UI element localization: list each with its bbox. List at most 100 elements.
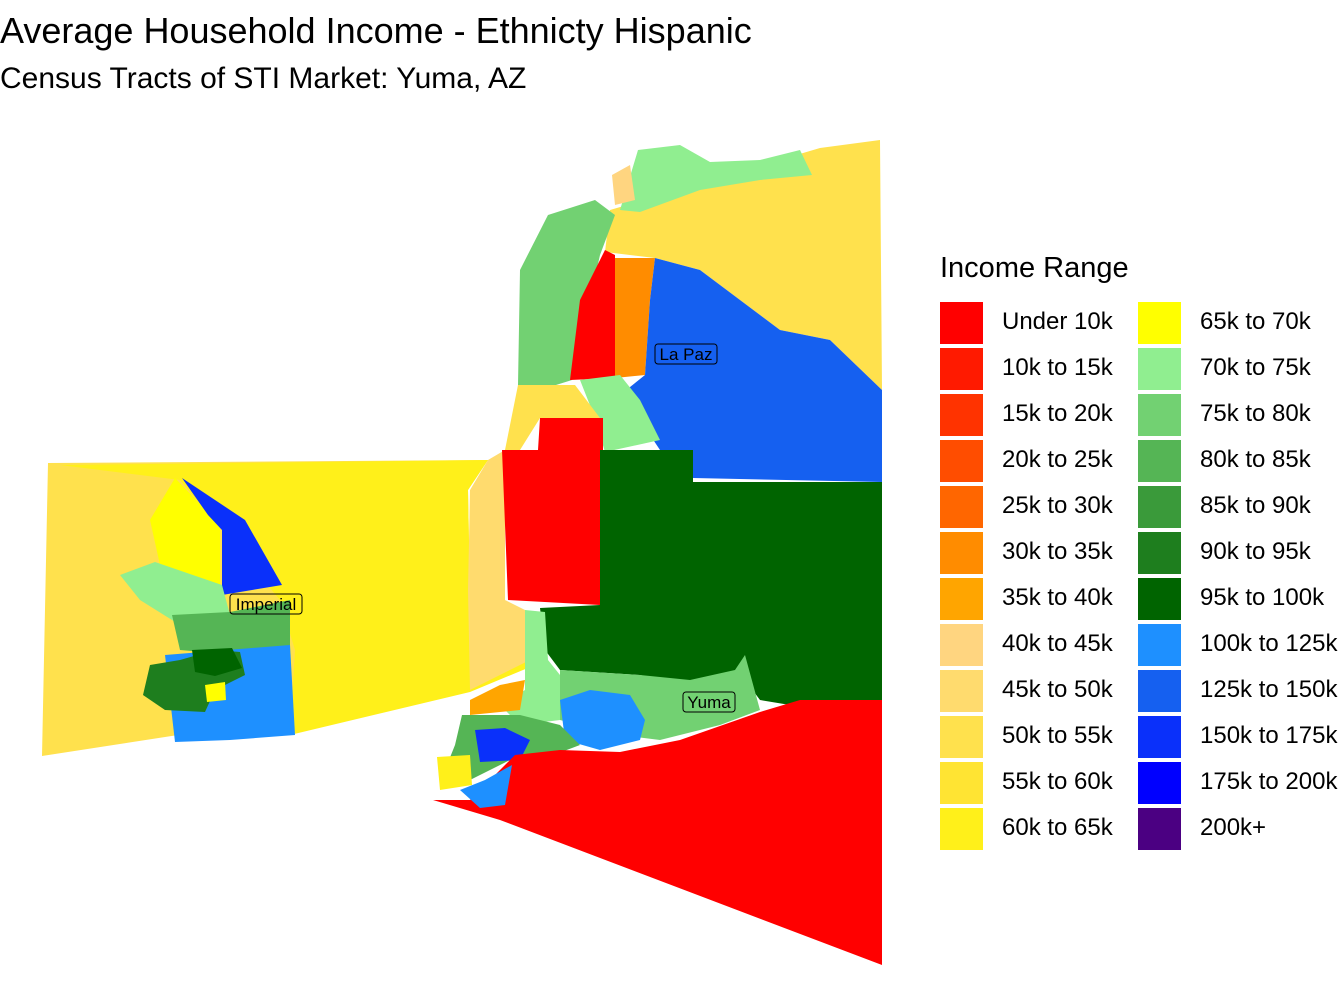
legend-item: 60k to 65k (940, 806, 1138, 852)
legend-item: 65k to 70k (1138, 300, 1336, 346)
legend-swatch (1138, 302, 1181, 344)
county-label-imperial: Imperial (229, 593, 303, 615)
legend-label: 70k to 75k (1200, 354, 1311, 381)
tract-yuma-red-block (502, 418, 603, 605)
legend-swatch (1138, 532, 1181, 574)
legend-swatch (1138, 578, 1181, 620)
map-subtitle: Census Tracts of STI Market: Yuma, AZ (0, 62, 527, 95)
legend-label: 80k to 85k (1200, 446, 1311, 473)
tract-lapaz-center-yellow (505, 385, 600, 450)
legend-item: Under 10k (940, 300, 1138, 346)
legend-item: 25k to 30k (940, 484, 1138, 530)
legend-swatch (940, 670, 983, 712)
legend-item: 35k to 40k (940, 576, 1138, 622)
legend-label: 35k to 40k (1002, 584, 1113, 611)
legend-swatch (1138, 440, 1181, 482)
county-label-la-paz: La Paz (654, 343, 718, 365)
legend-label: 95k to 100k (1200, 584, 1325, 611)
tract-lapaz-red-strip (570, 250, 615, 380)
legend-swatch (1138, 394, 1181, 436)
tract-lapaz-blue (620, 258, 882, 482)
tract-imperial-darkgreen-2 (192, 648, 242, 676)
legend-item: 15k to 20k (940, 392, 1138, 438)
legend-swatch (1138, 348, 1181, 390)
legend-swatch (1138, 670, 1181, 712)
legend: Under 10k 10k to 15k 15k to 20k 20k to 25k 2… (940, 300, 1344, 852)
legend-swatch (940, 716, 983, 758)
legend-swatch (940, 808, 983, 850)
legend-swatch (1138, 486, 1181, 528)
legend-label: 55k to 60k (1002, 768, 1113, 795)
legend-label: 125k to 150k (1200, 676, 1338, 703)
tract-yuma-west-edge (468, 450, 530, 690)
legend-label: 20k to 25k (1002, 446, 1113, 473)
legend-swatch (940, 762, 983, 804)
legend-swatch (1138, 624, 1181, 666)
legend-item: 75k to 80k (1138, 392, 1336, 438)
legend-item: 10k to 15k (940, 346, 1138, 392)
svg-text:La Paz: La Paz (660, 345, 713, 364)
legend-label: 10k to 15k (1002, 354, 1113, 381)
legend-item: 70k to 75k (1138, 346, 1336, 392)
legend-swatch (940, 578, 983, 620)
legend-label: 50k to 55k (1002, 722, 1113, 749)
tract-imperial-central (60, 460, 535, 735)
legend-swatch (1138, 762, 1181, 804)
legend-item: 20k to 25k (940, 438, 1138, 484)
legend-label: 100k to 125k (1200, 630, 1338, 657)
legend-label: 75k to 80k (1200, 400, 1311, 427)
legend-item: 100k to 125k (1138, 622, 1338, 668)
tract-yuma-orange (470, 680, 525, 715)
legend-label: 45k to 50k (1002, 676, 1113, 703)
tract-yuma-city-yellow (437, 755, 472, 790)
legend-label: 65k to 70k (1200, 308, 1311, 335)
legend-swatch (940, 486, 983, 528)
tract-imperial-north-yellow (150, 478, 220, 590)
legend-item: 175k to 200k (1138, 760, 1337, 806)
legend-item: 200k+ (1138, 806, 1336, 852)
legend-item: 45k to 50k (940, 668, 1138, 714)
imperial-county (42, 460, 535, 756)
legend-title: Income Range (940, 252, 1129, 284)
tract-lapaz-north-yellow (605, 140, 882, 390)
legend-item: 80k to 85k (1138, 438, 1336, 484)
legend-item: 40k to 45k (940, 622, 1138, 668)
tract-imperial-lightgreen (120, 562, 230, 625)
svg-text:Imperial: Imperial (236, 595, 296, 614)
legend-swatch (940, 302, 983, 344)
arizona-counties (433, 140, 882, 965)
legend-label: 60k to 65k (1002, 814, 1113, 841)
legend-item: 50k to 55k (940, 714, 1138, 760)
tract-lapaz-west-green (518, 200, 615, 390)
legend-label: 150k to 175k (1200, 722, 1338, 749)
legend-item: 55k to 60k (940, 760, 1138, 806)
map-title: Average Household Income - Ethnicty Hisp… (0, 10, 752, 51)
legend-label: Under 10k (1002, 308, 1113, 335)
legend-item: 90k to 95k (1138, 530, 1336, 576)
tract-lapaz-top-tan (612, 165, 635, 205)
svg-text:Yuma: Yuma (687, 693, 731, 712)
legend-item: 85k to 90k (1138, 484, 1336, 530)
legend-label: 25k to 30k (1002, 492, 1113, 519)
legend-label: 200k+ (1200, 814, 1267, 841)
tract-lapaz-top-lightgreen (620, 145, 812, 212)
legend-item: 95k to 100k (1138, 576, 1336, 622)
legend-swatch (940, 348, 983, 390)
legend-item: 125k to 150k (1138, 668, 1338, 714)
legend-swatch (1138, 808, 1181, 850)
legend-swatch (940, 532, 983, 574)
legend-swatch (940, 394, 983, 436)
legend-item: 30k to 35k (940, 530, 1138, 576)
county-label-yuma: Yuma (682, 691, 736, 713)
legend-swatch (940, 440, 983, 482)
tract-yuma-red-south (433, 700, 882, 965)
tract-imperial-north-blue (182, 478, 282, 595)
legend-label: 30k to 35k (1002, 538, 1113, 565)
legend-item: 150k to 175k (1138, 714, 1338, 760)
tract-yuma-darkgreen (540, 450, 882, 705)
legend-label: 40k to 45k (1002, 630, 1113, 657)
legend-label: 15k to 20k (1002, 400, 1113, 427)
tract-yuma-blue (560, 690, 645, 750)
legend-swatch (1138, 716, 1181, 758)
